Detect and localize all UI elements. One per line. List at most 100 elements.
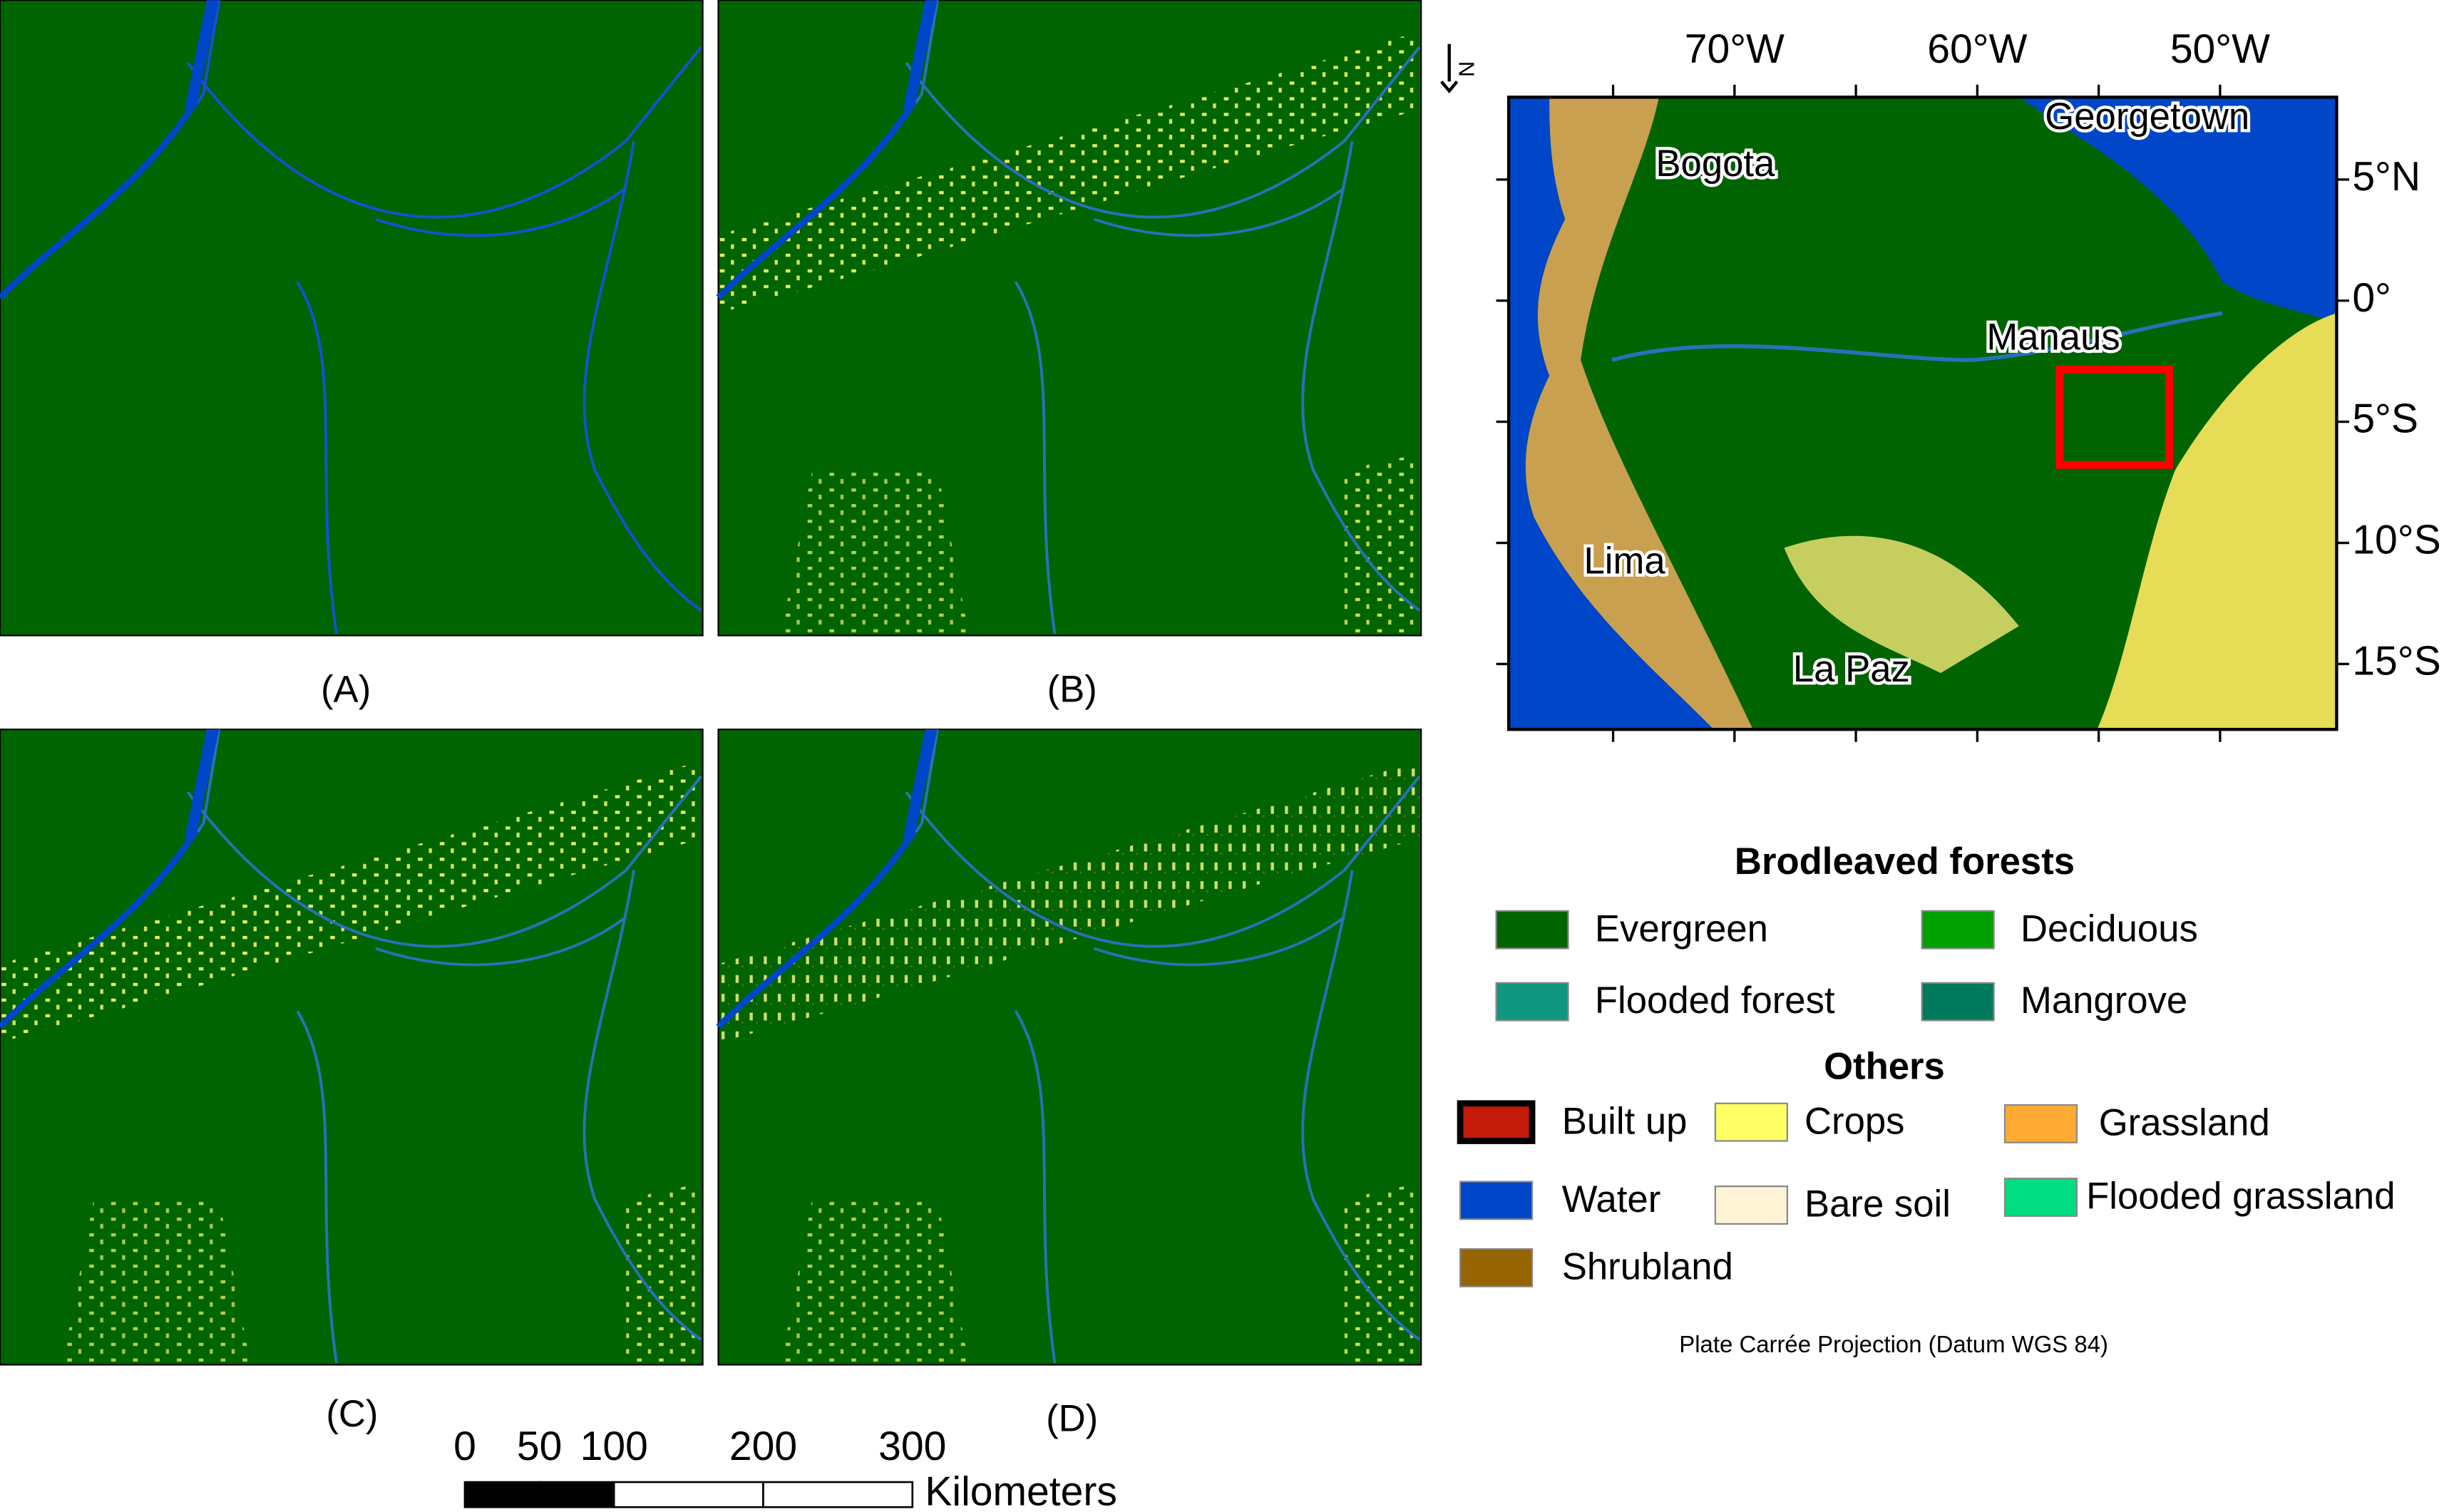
lat-label: 5°N	[2352, 154, 2420, 200]
river	[905, 46, 1421, 219]
amazon-river	[1611, 311, 2223, 362]
river	[1093, 916, 1345, 967]
crop-area	[781, 469, 969, 634]
panel-background	[0, 0, 704, 637]
scale-segment	[762, 1481, 914, 1508]
lon-label: 60°W	[1927, 26, 2027, 72]
legend-swatch	[1459, 1181, 1534, 1220]
scale-tick-label: 200	[729, 1424, 797, 1469]
panel	[716, 0, 1422, 637]
crop-area	[718, 761, 1420, 1043]
legend-swatch	[1495, 982, 1569, 1022]
legend-swatch	[1714, 1186, 1788, 1225]
legend-swatch	[1714, 1102, 1788, 1142]
city-label: Georgetown	[2045, 96, 2249, 138]
legend-swatch	[2003, 1104, 2078, 1143]
river-main	[0, 829, 199, 1029]
panel	[0, 729, 704, 1366]
savanna	[2097, 313, 2337, 730]
legend-label: Grassland	[2099, 1101, 2270, 1143]
river	[582, 140, 702, 612]
city-label: La Paz	[1793, 648, 1910, 690]
andes	[1525, 97, 1753, 730]
map-frame	[1506, 96, 2339, 731]
north-label: N	[1454, 61, 1479, 77]
panel	[0, 0, 704, 637]
north-arrow-shape	[1440, 43, 1459, 93]
scale-tick-label: 0	[453, 1424, 476, 1469]
crop-area	[62, 1198, 251, 1364]
river	[1093, 187, 1345, 237]
legend-swatch	[2003, 1178, 2078, 1217]
lon-label: 50°W	[2170, 26, 2270, 72]
land	[1525, 97, 2337, 730]
legend-title: Others	[1824, 1045, 1945, 1087]
panel-label: (B)	[1047, 668, 1097, 710]
legend-swatch	[1921, 982, 1995, 1022]
legend-swatch	[1495, 910, 1569, 950]
legend-label: Shrubland	[1562, 1245, 1733, 1287]
legend: Brodleaved forests Evergreen Deciduous Floo…	[1457, 840, 2396, 1287]
legend-label: Water	[1562, 1178, 1661, 1220]
legend-swatch	[1457, 1100, 1536, 1144]
scale-tick-label: 50	[517, 1424, 562, 1469]
legend-swatch	[1459, 1248, 1534, 1287]
scale-segment	[538, 1481, 615, 1508]
river	[1014, 1010, 1057, 1364]
river	[582, 870, 702, 1341]
river	[186, 775, 702, 948]
panels: (A) (B) (C) (D)	[0, 0, 1422, 1439]
study-area	[2055, 365, 2173, 469]
legend-label: Deciduous	[2021, 907, 2198, 950]
projection-note: Plate Carrée Projection (Datum WGS 84)	[1679, 1331, 2108, 1357]
crop-area	[718, 31, 1420, 314]
crop-area	[0, 761, 702, 1043]
legend-label: Flooded forest	[1595, 979, 1835, 1022]
river	[296, 1010, 338, 1364]
crop-area	[626, 1183, 702, 1364]
river	[1014, 281, 1057, 634]
river	[186, 46, 702, 219]
crop-area	[781, 1198, 969, 1364]
legend-label: Built up	[1562, 1100, 1688, 1142]
legend-label: Flooded grassland	[2086, 1176, 2395, 1218]
lon-label: 70°W	[1685, 26, 1785, 72]
river	[1301, 140, 1421, 612]
panel	[716, 729, 1422, 1366]
city-label: Manaus	[1986, 317, 2120, 359]
panel-label: (A)	[321, 668, 371, 710]
locator-map: 70°W 60°W 50°W 5°N 0° 5°S 10°S 15°S Georgetown Bo…	[1496, 26, 2441, 742]
river-main	[716, 829, 917, 1029]
panel-label: (D)	[1046, 1397, 1098, 1439]
crops	[1784, 535, 2019, 674]
legend-swatch	[1921, 910, 1995, 950]
river-main	[903, 0, 938, 110]
legend-title: Brodleaved forests	[1735, 840, 2075, 883]
lat-label: 15°S	[2352, 639, 2440, 684]
scale-segment	[612, 1481, 764, 1508]
river-main	[903, 729, 938, 839]
north-arrow: N	[1440, 43, 1479, 93]
city-label: Lima	[1583, 540, 1665, 582]
scale-segment	[463, 1481, 540, 1508]
crop-area	[1344, 1183, 1420, 1364]
river-main	[0, 100, 199, 300]
river	[375, 916, 627, 967]
lat-label: 5°S	[2352, 396, 2418, 442]
legend-label: Evergreen	[1595, 907, 1768, 950]
lat-label: 10°S	[2352, 518, 2440, 563]
scale-tick-label: 300	[878, 1424, 946, 1469]
river	[375, 187, 627, 237]
scale-unit: Kilometers	[925, 1469, 1117, 1512]
river	[905, 775, 1421, 948]
legend-label: Mangrove	[2021, 979, 2187, 1022]
scale-tick-label: 100	[580, 1424, 648, 1469]
lat-label: 0°	[2352, 275, 2391, 321]
city-label: Bogota	[1655, 143, 1775, 185]
crop-area	[1344, 453, 1420, 634]
river	[296, 281, 338, 634]
river-main	[716, 100, 917, 300]
legend-label: Crops	[1804, 1100, 1905, 1142]
river	[1301, 870, 1421, 1341]
panel-label: (C)	[326, 1393, 378, 1435]
